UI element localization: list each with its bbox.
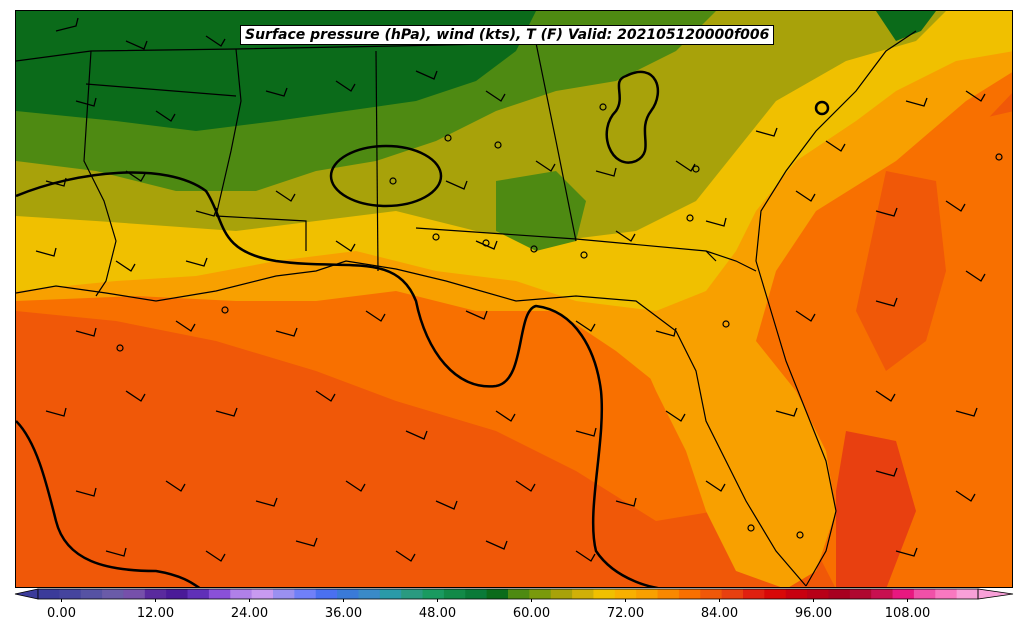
colorbar-segment	[956, 589, 979, 599]
colorbar-segment	[251, 589, 274, 599]
wind-barbs	[35, 17, 986, 562]
colorbar-tick-label: 108.00	[884, 606, 931, 621]
colorbar-segment	[849, 589, 872, 599]
colorbar-tick-label: 36.00	[324, 606, 363, 621]
colorbar-segment	[935, 589, 958, 599]
colorbar	[14, 588, 1014, 602]
colorbar-tick-label: 60.00	[512, 606, 551, 621]
colorbar-segment	[337, 589, 359, 599]
colorbar-segment	[208, 589, 231, 599]
temp-field-dark-green-ne	[876, 11, 936, 41]
map-panel: Surface pressure (hPa), wind (kts), T (F…	[15, 10, 1013, 588]
colorbar-segment	[743, 589, 765, 599]
colorbar-segment	[80, 589, 103, 599]
colorbar-segment	[614, 589, 637, 599]
colorbar-outline	[37, 588, 979, 600]
colorbar-segment	[38, 589, 60, 599]
colorbar-segment	[721, 589, 744, 599]
colorbar-segment	[59, 589, 82, 599]
colorbar-tick-label: 12.00	[136, 606, 175, 621]
colorbar-segment	[785, 589, 808, 599]
colorbar-segment	[443, 589, 466, 599]
colorbar-segment	[123, 589, 146, 599]
colorbar-tick-label: 0.00	[47, 606, 76, 621]
colorbar-segment	[358, 589, 381, 599]
colorbar-segment	[871, 589, 894, 599]
colorbar-segment	[636, 589, 659, 599]
colorbar-extend-high	[977, 588, 1014, 600]
map-title: Surface pressure (hPa), wind (kts), T (F…	[240, 25, 775, 45]
colorbar-segment	[465, 589, 488, 599]
temp-field-red-orange	[856, 171, 946, 371]
colorbar-segment	[379, 589, 402, 599]
colorbar-segment	[144, 589, 167, 599]
colorbar-segment	[764, 589, 787, 599]
colorbar-segment	[486, 589, 509, 599]
colorbar-segment	[700, 589, 723, 599]
colorbar-segment	[294, 589, 317, 599]
colorbar-extend-low	[14, 588, 39, 600]
colorbar-segment	[273, 589, 295, 599]
colorbar-segment	[315, 589, 338, 599]
calm-wind-circles	[116, 103, 1003, 539]
colorbar-segment	[422, 589, 445, 599]
colorbar-segment	[529, 589, 552, 599]
colorbar-segment	[572, 589, 594, 599]
colorbar-segment	[508, 589, 530, 599]
colorbar-segment	[102, 589, 124, 599]
borders	[16, 30, 917, 587]
temperature-map	[16, 11, 1012, 587]
colorbar-segment	[550, 589, 573, 599]
colorbar-segment	[230, 589, 253, 599]
colorbar-segment	[401, 589, 424, 599]
colorbar-segment	[913, 589, 936, 599]
colorbar-segment	[892, 589, 915, 599]
colorbar-tick-label: 24.00	[230, 606, 269, 621]
colorbar-segment	[593, 589, 616, 599]
colorbar-tick-label: 48.00	[418, 606, 457, 621]
temp-field-florida	[616, 301, 836, 587]
colorbar-tick-label: 84.00	[700, 606, 739, 621]
colorbar-segment	[187, 589, 210, 599]
colorbar-segment	[828, 589, 851, 599]
colorbar-segment	[807, 589, 829, 599]
temp-field-green-blob	[496, 171, 586, 251]
colorbar-segment	[678, 589, 701, 599]
isobars	[16, 70, 830, 587]
colorbar-segment	[657, 589, 680, 599]
colorbar-tick-label: 96.00	[794, 606, 833, 621]
colorbar-tick-label: 72.00	[606, 606, 645, 621]
colorbar-segment	[166, 589, 189, 599]
